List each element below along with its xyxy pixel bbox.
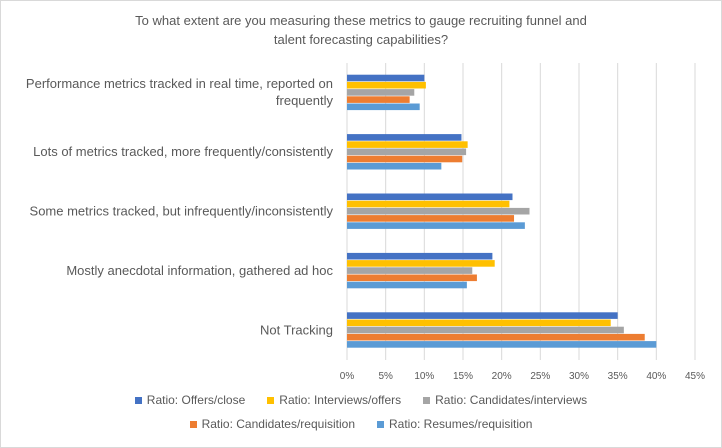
legend-label-candidates-interviews: Ratio: Candidates/interviews <box>435 393 588 407</box>
bar-cat4-series2 <box>347 326 624 334</box>
x-tick-label-1: 5% <box>378 371 393 382</box>
category-label-4-line-0: Not Tracking <box>260 322 333 337</box>
bar-cat0-series3 <box>347 96 410 103</box>
chart-title-line-1: To what extent are you measuring these m… <box>135 13 587 28</box>
legend-label-offers-close: Ratio: Offers/close <box>146 393 246 407</box>
bar-cat3-series2 <box>347 267 473 274</box>
bar-cat1-series2 <box>347 148 467 156</box>
chart-title: To what extent are you measuring these m… <box>1 11 721 49</box>
bar-cat4-series4 <box>347 341 657 348</box>
legend-swatch-candidates-requisition <box>189 420 197 428</box>
bar-cat3-series1 <box>347 260 495 267</box>
legend-label-resumes-requisition: Ratio: Resumes/requisition <box>389 417 533 431</box>
x-tick-label-4: 20% <box>492 371 512 382</box>
legend-label-candidates-requisition: Ratio: Candidates/requisition <box>201 417 355 431</box>
legend-swatch-resumes-requisition <box>377 420 384 428</box>
legend-label-interviews-offers: Ratio: Interviews/offers <box>279 393 402 407</box>
bar-cat1-series0 <box>347 134 462 141</box>
bar-cat4-series1 <box>347 319 611 327</box>
legend-item-candidates-requisition: Ratio: Candidates/requisition <box>189 417 355 431</box>
legend-swatch-interviews-offers <box>267 396 275 404</box>
bar-cat1-series3 <box>347 155 463 163</box>
bar-cat4-series0 <box>347 312 618 319</box>
legend-swatch-candidates-interviews <box>423 396 431 404</box>
legend-item-resumes-requisition: Ratio: Resumes/requisition <box>377 417 532 431</box>
bar-cat0-series4 <box>347 103 420 111</box>
bar-cat4-series3 <box>347 333 645 341</box>
x-tick-label-2: 10% <box>414 371 434 382</box>
category-label-3-line-0: Mostly anecdotal information, gathered a… <box>66 263 333 278</box>
bar-cat2-series3 <box>347 215 515 222</box>
x-tick-label-3: 15% <box>453 371 473 382</box>
bar-cat1-series4 <box>347 162 442 170</box>
legend-item-interviews-offers: Ratio: Interviews/offers <box>267 393 401 407</box>
x-tick-label-9: 45% <box>685 371 705 382</box>
bar-cat0-series0 <box>347 74 425 82</box>
bar-cat3-series3 <box>347 274 477 282</box>
bar-cat0-series2 <box>347 89 415 96</box>
bar-cat2-series2 <box>347 207 530 215</box>
legend-row-2: Ratio: Candidates/requisition Ratio: Res… <box>1 417 721 431</box>
x-tick-label-7: 35% <box>608 371 628 382</box>
bar-cat2-series1 <box>347 200 510 208</box>
category-label-0-line-0: Performance metrics tracked in real time… <box>26 76 333 91</box>
x-tick-label-0: 0% <box>340 371 355 382</box>
bar-cat1-series1 <box>347 141 468 148</box>
legend-swatch-offers-close <box>134 396 142 404</box>
legend-item-candidates-interviews: Ratio: Candidates/interviews <box>423 393 587 407</box>
legend-row-1: Ratio: Offers/close Ratio: Interviews/of… <box>1 393 721 407</box>
legend-item-offers-close: Ratio: Offers/close <box>134 393 246 407</box>
bar-cat3-series4 <box>347 281 467 289</box>
category-label-2-line-0: Some metrics tracked, but infrequently/i… <box>30 204 334 219</box>
category-label-0-line-1: frequently <box>276 93 334 108</box>
bar-cat2-series4 <box>347 222 525 229</box>
legend: Ratio: Offers/close Ratio: Interviews/of… <box>1 393 721 441</box>
bar-cat0-series1 <box>347 81 426 89</box>
chart-title-line-2: talent forecasting capabilities? <box>273 32 449 47</box>
x-tick-label-6: 30% <box>569 371 589 382</box>
x-tick-label-8: 40% <box>646 371 666 382</box>
bar-cat2-series0 <box>347 193 513 201</box>
bar-cat3-series0 <box>347 252 493 260</box>
x-tick-label-5: 25% <box>530 371 550 382</box>
category-label-1-line-0: Lots of metrics tracked, more frequently… <box>33 144 333 159</box>
